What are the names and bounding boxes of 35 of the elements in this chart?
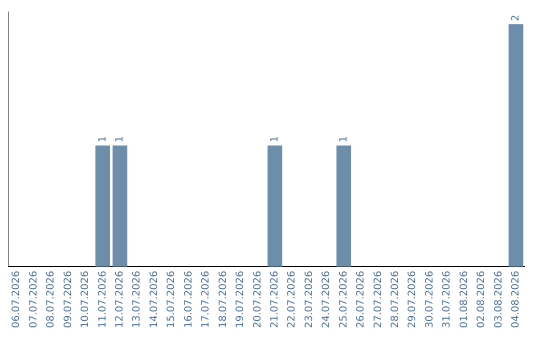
x-tick-label: 22.07.2026 [286, 270, 298, 328]
data-label: 2 [510, 14, 522, 22]
x-tick-label: 17.07.2026 [200, 270, 212, 328]
x-tick-label: 14.07.2026 [148, 270, 160, 328]
x-tick-label: 09.07.2026 [62, 270, 74, 328]
x-tick-label: 10.07.2026 [80, 270, 92, 328]
x-tick-label: 02.08.2026 [476, 270, 488, 328]
x-tick-label: 07.07.2026 [28, 270, 40, 328]
x-tick-label: 23.07.2026 [304, 270, 315, 328]
x-tick-label: 20.07.2026 [252, 270, 264, 328]
x-tick-label: 24.07.2026 [321, 270, 332, 328]
x-tick-label: 26.07.2026 [356, 270, 367, 328]
x-tick-label: 08.07.2026 [46, 270, 57, 328]
x-tick-label: 04.08.2026 [510, 270, 522, 328]
data-label: 1 [338, 136, 350, 142]
x-tick-label: 29.07.2026 [407, 270, 418, 328]
x-tick-label: 21.07.2026 [269, 270, 280, 328]
x-tick-label: 06.07.2026 [11, 270, 22, 328]
x-tick-label: 13.07.2026 [132, 270, 143, 328]
x-tick-label: 11.07.2026 [97, 270, 108, 328]
x-tick-label: 15.07.2026 [166, 270, 178, 328]
x-tick-label: 19.07.2026 [235, 270, 246, 328]
x-tick-label: 31.07.2026 [442, 270, 453, 328]
x-tick-label: 01.08.2026 [458, 270, 470, 328]
x-tick-label: 18.07.2026 [218, 270, 229, 328]
x-tick-label: 25.07.2026 [338, 270, 350, 328]
data-label: 1 [269, 136, 280, 142]
x-tick-label: 27.07.2026 [372, 270, 384, 328]
x-tick-label: 03.08.2026 [493, 270, 504, 328]
data-label: 1 [97, 136, 108, 142]
x-tick-label: 16.07.2026 [183, 270, 194, 328]
x-tick-label: 30.07.2026 [424, 270, 436, 328]
x-tick-label: 28.07.2026 [390, 270, 401, 328]
x-tick-label: 12.07.2026 [114, 270, 126, 328]
data-label: 1 [114, 136, 126, 142]
